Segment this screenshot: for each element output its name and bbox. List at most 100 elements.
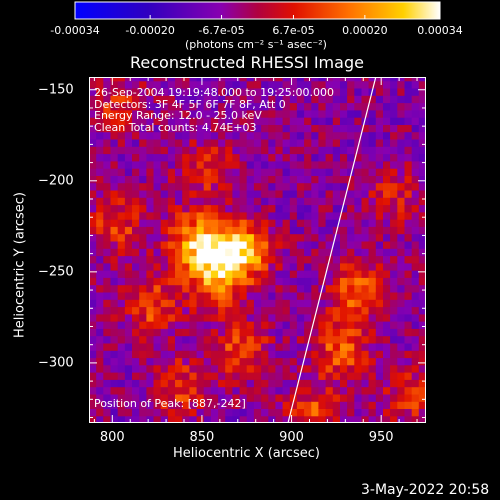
heatmap-cell <box>203 372 212 380</box>
heatmap-cell <box>340 299 348 308</box>
heatmap-cell <box>397 350 406 359</box>
heatmap-cell <box>139 168 147 176</box>
heatmap-cell <box>175 146 183 155</box>
heatmap-cell <box>232 211 241 220</box>
heatmap-cell <box>196 102 205 111</box>
heatmap-cell <box>89 146 97 155</box>
heatmap-cell <box>375 321 384 329</box>
heatmap-cell <box>110 226 119 235</box>
heatmap-cell <box>375 175 384 184</box>
heatmap-cell <box>132 124 140 133</box>
heatmap-cell <box>139 197 147 206</box>
heatmap-cell <box>397 138 406 147</box>
heatmap-cell <box>175 401 183 409</box>
heatmap-cell <box>332 291 341 300</box>
heatmap-cell <box>139 80 147 89</box>
heatmap-cell <box>196 270 205 278</box>
heatmap-cell <box>304 138 312 147</box>
heatmap-cell <box>124 204 133 213</box>
heatmap-cell <box>361 270 370 278</box>
heatmap-cell <box>368 219 377 227</box>
heatmap-cell <box>175 233 183 242</box>
heatmap-cell <box>375 168 384 176</box>
heatmap-cell <box>124 197 133 206</box>
heatmap-cell <box>368 328 377 337</box>
heatmap-cell <box>311 415 320 423</box>
heatmap-cell <box>175 240 183 249</box>
heatmap-cell <box>397 335 406 344</box>
heatmap-cell <box>325 313 334 322</box>
heatmap-cell <box>225 197 233 206</box>
heatmap-cell <box>182 335 190 344</box>
heatmap-cell <box>411 328 420 337</box>
heatmap-cell <box>225 153 233 162</box>
heatmap-cell <box>253 175 262 184</box>
heatmap-cell <box>246 80 255 89</box>
heatmap-cell <box>182 262 190 271</box>
heatmap-cell <box>232 102 241 111</box>
heatmap-cell <box>311 240 320 249</box>
heatmap-cell <box>418 80 426 89</box>
heatmap-cell <box>347 291 355 300</box>
heatmap-cell <box>124 313 133 322</box>
heatmap-cell <box>196 117 205 125</box>
heatmap-cell <box>275 168 284 176</box>
heatmap-cell <box>103 408 112 417</box>
heatmap-cell <box>404 124 413 133</box>
heatmap-cell <box>404 109 413 118</box>
heatmap-cell <box>325 284 334 293</box>
heatmap-cell <box>124 80 133 89</box>
heatmap-cell <box>418 284 426 293</box>
heatmap-cell <box>275 386 284 395</box>
heatmap-cell <box>354 313 363 322</box>
heatmap-cell <box>282 153 291 162</box>
heatmap-cell <box>332 306 341 315</box>
heatmap-cell <box>153 321 162 329</box>
heatmap-cell <box>332 342 341 351</box>
heatmap-cell <box>189 146 198 155</box>
heatmap-cell <box>347 197 355 206</box>
info-line: 26-Sep-2004 19:19:48.000 to 19:25:00.000 <box>94 86 334 99</box>
heatmap-cell <box>124 219 133 227</box>
heatmap-cell <box>117 153 126 162</box>
heatmap-cell <box>311 401 320 409</box>
heatmap-cell <box>117 233 126 242</box>
heatmap-cell <box>296 77 305 82</box>
heatmap-cell <box>282 197 291 206</box>
heatmap-cell <box>404 306 413 315</box>
heatmap-cell <box>354 393 363 402</box>
heatmap-cell <box>311 160 320 169</box>
heatmap-cell <box>110 364 119 373</box>
heatmap-cell <box>182 364 190 373</box>
heatmap-cell <box>132 277 140 286</box>
heatmap-cell <box>246 124 255 133</box>
heatmap-cell <box>139 364 147 373</box>
heatmap-cell <box>153 393 162 402</box>
heatmap-cell <box>218 357 226 366</box>
heatmap-cell <box>89 277 97 286</box>
heatmap-cell <box>282 240 291 249</box>
heatmap-cell <box>296 233 305 242</box>
heatmap-cell <box>146 393 155 402</box>
heatmap-cell <box>296 328 305 337</box>
heatmap-cell <box>261 248 269 257</box>
heatmap-cell <box>182 342 190 351</box>
heatmap-cell <box>375 138 384 147</box>
heatmap-cell <box>117 146 126 155</box>
heatmap-cell <box>160 357 169 366</box>
heatmap-cell <box>232 270 241 278</box>
heatmap-cell <box>210 153 219 162</box>
heatmap-cell <box>397 248 406 257</box>
heatmap-cell <box>132 408 140 417</box>
heatmap-cell <box>354 226 363 235</box>
heatmap-cell <box>390 219 398 227</box>
heatmap-cell <box>296 182 305 191</box>
heatmap-cell <box>253 219 262 227</box>
heatmap-cell <box>239 386 248 395</box>
heatmap-cell <box>354 102 363 111</box>
heatmap-cell <box>117 117 126 125</box>
heatmap-cell <box>418 393 426 402</box>
heatmap-cell <box>225 408 233 417</box>
heatmap-cell <box>404 277 413 286</box>
heatmap-cell <box>196 233 205 242</box>
